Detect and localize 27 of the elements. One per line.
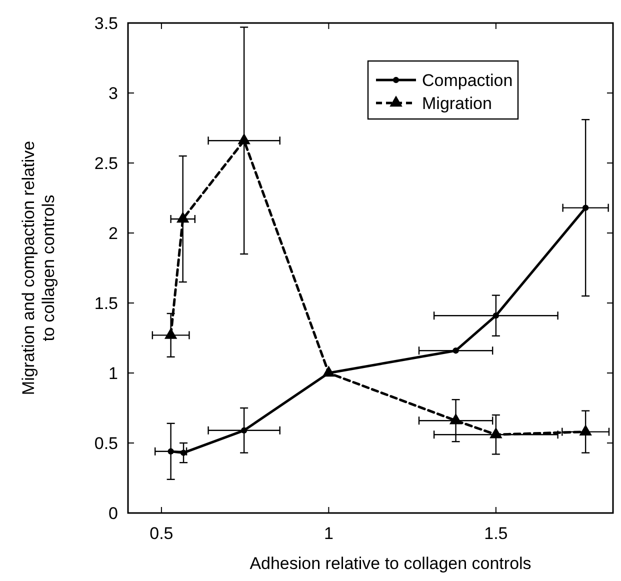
y-tick-label: 0 — [108, 504, 118, 523]
legend-label: Migration — [422, 94, 492, 113]
point — [490, 427, 502, 438]
x-tick-label: 1 — [324, 524, 334, 543]
x-tick-label: 1.5 — [484, 524, 508, 543]
y-tick-label: 0.5 — [94, 434, 118, 453]
y-tick-label: 1.5 — [94, 294, 118, 313]
point — [176, 212, 190, 223]
point — [492, 312, 500, 319]
x-axis-title: Adhesion relative to collagen controls — [250, 554, 532, 573]
point — [240, 427, 248, 434]
point — [180, 450, 187, 456]
point — [582, 204, 589, 211]
x-tick-label: 0.5 — [150, 524, 174, 543]
point — [449, 413, 462, 424]
point — [452, 348, 459, 354]
point — [238, 133, 250, 144]
y-tick-label: 2.5 — [94, 154, 118, 173]
y-tick-label: 2 — [108, 224, 118, 243]
y-axis-title: Migration and compaction relative to collagen controls — [19, 140, 58, 396]
point — [168, 448, 174, 454]
legend-label: Compaction — [422, 71, 513, 90]
y-tick-label: 1 — [108, 364, 118, 383]
point — [164, 328, 178, 339]
y-tick-label: 3.5 — [94, 14, 118, 33]
point — [579, 424, 592, 436]
y-tick-label: 3 — [108, 84, 118, 103]
